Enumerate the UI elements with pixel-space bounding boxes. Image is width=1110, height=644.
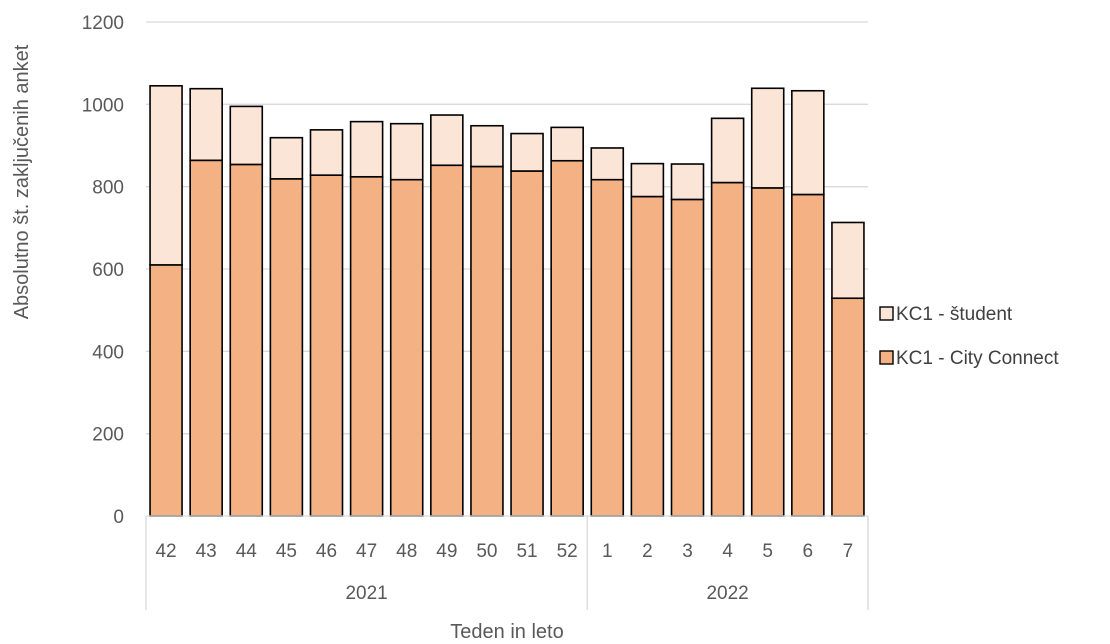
- y-tick-label: 800: [92, 178, 124, 199]
- bar-segment-city-connect: [149, 264, 183, 517]
- bar-segment-student: [510, 132, 544, 172]
- y-tick-label: 600: [92, 260, 124, 281]
- legend-swatch: [879, 350, 894, 365]
- x-tick-label: 2: [642, 541, 653, 562]
- bar-segment-student: [831, 221, 865, 300]
- bar-segment-student: [550, 126, 584, 162]
- bar-segment-student: [791, 89, 825, 196]
- bar-segment-student: [670, 163, 705, 201]
- bar-segment-city-connect: [791, 193, 825, 517]
- bar-segment-city-connect: [269, 178, 304, 517]
- legend-swatch: [879, 306, 894, 321]
- bar-segment-city-connect: [750, 187, 785, 517]
- x-tick-label: 42: [155, 541, 176, 562]
- x-tick-label: 52: [557, 541, 578, 562]
- x-tick-label: 43: [196, 541, 217, 562]
- bar-segment-city-connect: [550, 159, 584, 517]
- x-tick-label: 7: [843, 541, 854, 562]
- bar-segment-city-connect: [590, 178, 625, 517]
- x-tick-label: 48: [396, 541, 417, 562]
- x-group-label: 2021: [345, 583, 387, 604]
- legend-label: KC1 - City Connect: [896, 348, 1059, 369]
- y-axis-title: Absolutno št. zaključenih anket: [11, 44, 33, 319]
- x-tick-label: 44: [236, 541, 258, 562]
- bar-segment-city-connect: [630, 195, 665, 517]
- bar-segment-city-connect: [470, 165, 504, 517]
- x-tick-label: 5: [762, 541, 773, 562]
- bar-segment-student: [149, 85, 183, 266]
- y-tick-labels: 0 200 400 600 800 1000 1200: [82, 13, 124, 528]
- x-tick-label: 6: [803, 541, 814, 562]
- bar-segment-student: [630, 162, 665, 198]
- y-tick-label: 200: [92, 425, 124, 446]
- bar-segment-student: [269, 136, 304, 180]
- bar-segment-city-connect: [189, 159, 223, 517]
- legend-label: KC1 - študent: [896, 304, 1013, 325]
- x-tick-label: 4: [722, 541, 733, 562]
- bar-segment-city-connect: [309, 174, 344, 517]
- bar-segment-student: [470, 124, 504, 168]
- bar-segment-city-connect: [349, 175, 384, 517]
- bar-segment-student: [590, 147, 625, 181]
- bar-segment-student: [750, 87, 785, 189]
- bar-segment-student: [430, 114, 464, 167]
- x-tick-label: 50: [476, 541, 497, 562]
- bar-segment-student: [389, 122, 424, 181]
- bar-segment-student: [309, 129, 344, 176]
- x-tick-label: 47: [356, 541, 377, 562]
- x-tick-label: 46: [316, 541, 337, 562]
- gridlines: [146, 21, 868, 435]
- bar-segment-city-connect: [430, 164, 464, 517]
- bar-segment-city-connect: [670, 198, 705, 517]
- y-tick-label: 400: [92, 342, 124, 363]
- bar-segment-student: [710, 117, 745, 184]
- bar-segment-student: [229, 105, 264, 166]
- bar-segment-student: [349, 120, 384, 178]
- bar-segment-city-connect: [389, 178, 424, 517]
- bar-segment-student: [189, 87, 223, 162]
- bar-segment-city-connect: [710, 181, 745, 517]
- x-tick-label: 49: [436, 541, 457, 562]
- x-group-label: 2022: [706, 583, 748, 604]
- bar-segment-city-connect: [831, 297, 865, 517]
- x-tick-label: 1: [602, 541, 613, 562]
- y-tick-label: 0: [113, 507, 124, 528]
- bars: [149, 85, 865, 517]
- legend: KC1 - študent KC1 - City Connect: [879, 304, 1059, 369]
- x-tick-label: 45: [276, 541, 297, 562]
- x-axis-title: Teden in leto: [450, 621, 563, 643]
- bar-segment-city-connect: [510, 170, 544, 517]
- bar-segment-city-connect: [229, 163, 264, 517]
- x-tick-label: 51: [516, 541, 537, 562]
- y-tick-label: 1200: [82, 13, 124, 34]
- x-tick-label: 3: [682, 541, 693, 562]
- y-tick-label: 1000: [82, 95, 124, 116]
